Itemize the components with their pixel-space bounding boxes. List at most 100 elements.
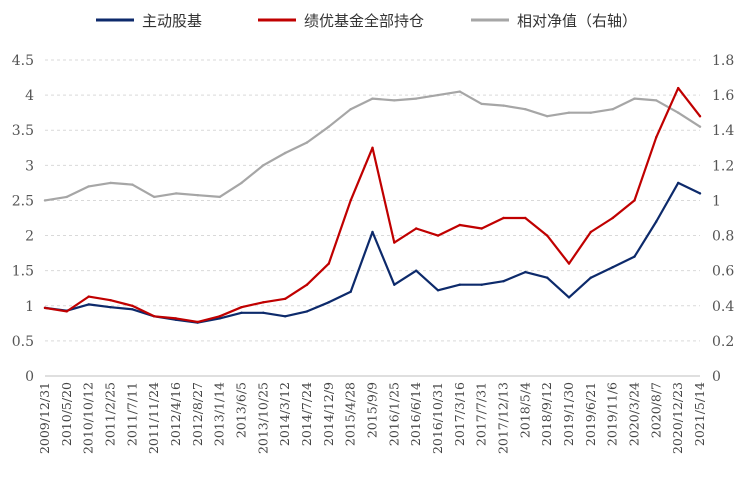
x-tick-label: 2014/3/12 — [277, 382, 292, 446]
left-y-tick-label: 1 — [25, 299, 34, 315]
plot-area — [43, 86, 702, 324]
data-point — [131, 304, 134, 307]
legend: 主动股基 绩优基金全部持仓 相对净值（右轴） — [96, 12, 637, 30]
x-axis: 2009/12/31 2010/5/20 2010/10/12 2011/2/25 20… — [37, 382, 707, 454]
data-point — [65, 195, 69, 199]
data-point — [415, 97, 418, 100]
data-point — [415, 269, 418, 272]
data-point — [218, 315, 221, 318]
data-point — [262, 311, 265, 314]
x-tick-label: 2011/7/11 — [124, 382, 139, 446]
x-tick-label: 2016/6/14 — [408, 382, 423, 446]
x-tick-label: 2021/5/14 — [692, 382, 707, 446]
data-point — [43, 306, 47, 310]
data-point — [458, 223, 461, 227]
x-tick-label: 2015/9/9 — [365, 382, 380, 438]
x-tick-label: 2015/4/28 — [343, 382, 358, 446]
data-point — [480, 102, 483, 106]
x-tick-label: 2017/3/16 — [452, 382, 467, 446]
x-tick-label: 2020/12/23 — [670, 382, 685, 454]
data-point — [655, 99, 658, 102]
data-point — [611, 108, 614, 111]
legend-label: 相对净值（右轴） — [517, 12, 637, 30]
data-point — [458, 283, 461, 286]
x-tick-label: 2020/8/7 — [648, 382, 663, 438]
right-y-tick-label: 0.2 — [712, 334, 734, 350]
data-point — [109, 299, 112, 302]
data-point — [153, 315, 156, 318]
data-point — [567, 262, 571, 265]
x-tick-label: 2009/12/31 — [37, 382, 52, 454]
right-y-tick-label: 0 — [712, 369, 721, 385]
data-point — [698, 125, 702, 128]
right-y-tick-label: 0.8 — [712, 229, 734, 245]
data-point — [240, 306, 243, 309]
data-point — [436, 93, 440, 97]
data-point — [393, 99, 396, 102]
x-tick-label: 2014/12/9 — [321, 382, 336, 446]
data-point — [589, 276, 592, 279]
data-point — [524, 216, 527, 220]
right-y-tick-label: 1.6 — [712, 88, 734, 104]
data-point — [327, 301, 330, 304]
data-point — [153, 195, 156, 199]
data-point — [502, 104, 505, 107]
data-point — [174, 192, 178, 195]
x-tick-label: 2013/1/14 — [212, 382, 227, 446]
left-y-axis: 0 0.5 1 1.5 2 2.5 3 3.5 4 4.5 — [12, 53, 34, 385]
data-point — [436, 234, 440, 237]
data-point — [567, 111, 571, 114]
data-point — [546, 276, 549, 279]
x-tick-label: 2019/11/6 — [605, 382, 620, 446]
data-point — [109, 306, 112, 309]
data-point — [698, 115, 702, 118]
data-point — [393, 283, 396, 286]
data-point — [436, 289, 440, 292]
x-tick-label: 2017/7/31 — [474, 382, 489, 446]
x-tick-label: 2019/1/30 — [561, 382, 576, 446]
right-y-tick-label: 1.8 — [712, 53, 734, 69]
series-line — [43, 181, 702, 324]
data-point — [349, 290, 352, 293]
x-tick-label: 2016/10/31 — [430, 382, 445, 454]
left-y-tick-label: 4 — [25, 88, 34, 104]
right-y-tick-label: 0.6 — [712, 264, 734, 280]
data-point — [393, 241, 396, 244]
data-point — [633, 255, 636, 258]
data-point — [305, 310, 309, 313]
data-point — [218, 317, 221, 320]
data-point — [546, 234, 549, 237]
data-point — [65, 310, 69, 313]
left-y-tick-label: 0.5 — [12, 334, 34, 350]
data-point — [589, 230, 592, 234]
series-line — [43, 90, 702, 202]
x-tick-label: 2010/10/12 — [81, 382, 96, 454]
data-point — [284, 151, 287, 155]
gridlines — [45, 59, 700, 377]
data-point — [458, 90, 461, 93]
left-y-tick-label: 2 — [25, 229, 34, 245]
data-point — [131, 308, 134, 311]
data-point — [174, 317, 178, 320]
data-point — [87, 303, 90, 306]
x-tick-label: 2010/5/20 — [59, 382, 74, 446]
right-y-tick-label: 0.4 — [712, 299, 734, 315]
right-y-tick-label: 1.4 — [712, 123, 734, 139]
left-y-tick-label: 4.5 — [12, 53, 34, 69]
data-point — [349, 108, 352, 111]
right-y-axis: 0 0.2 0.4 0.6 0.8 1 1.2 1.4 1.6 1.8 — [712, 53, 734, 385]
data-point — [677, 86, 680, 90]
x-tick-label: 2018/9/12 — [539, 382, 554, 446]
data-point — [677, 181, 680, 185]
data-point — [305, 141, 309, 144]
data-point — [633, 199, 636, 202]
data-point — [196, 320, 199, 324]
data-point — [677, 111, 680, 114]
data-point — [131, 183, 134, 186]
x-tick-label: 2019/6/21 — [583, 382, 598, 446]
data-point — [109, 181, 112, 185]
data-point — [87, 185, 90, 188]
data-point — [502, 216, 505, 220]
